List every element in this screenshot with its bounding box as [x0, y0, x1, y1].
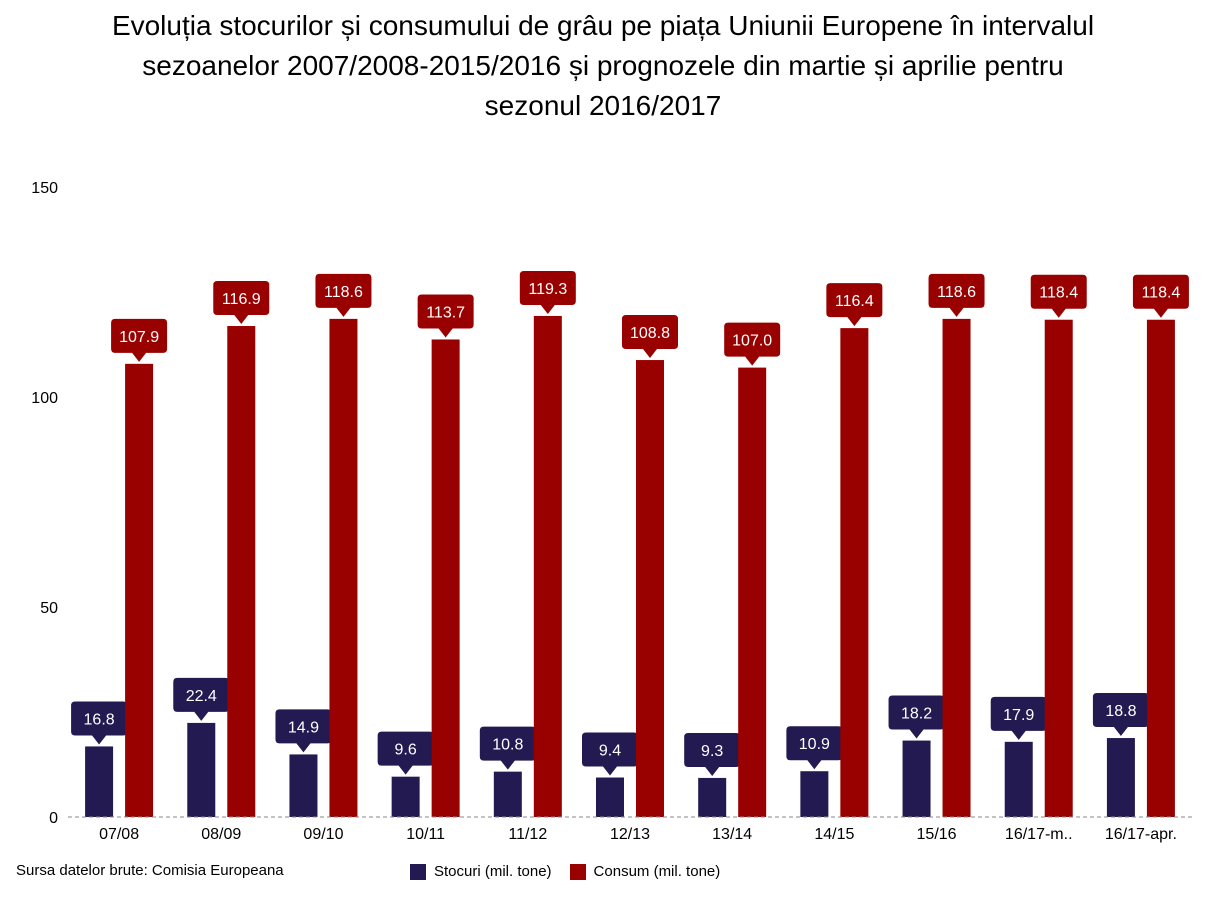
data-label-consum-9: 118.4 — [1039, 285, 1078, 302]
bar-consum-1 — [227, 326, 256, 817]
bar-consum-10 — [1146, 319, 1175, 817]
chart-title-line-3: sezonul 2016/2017 — [484, 90, 722, 121]
data-label-bg-consum-6 — [724, 322, 781, 366]
data-label-stocuri-3: 9.6 — [395, 742, 417, 759]
data-label-bg-consum-9 — [1030, 274, 1087, 318]
data-label-bg-stocuri-7 — [786, 726, 843, 770]
legend-item-stocuri: Stocuri (mil. tone) — [410, 863, 552, 880]
bar-consum-0 — [125, 363, 154, 817]
x-tick-label-7: 14/15 — [814, 826, 854, 843]
y-tick-label-1: 50 — [40, 600, 58, 617]
chart-title-line-1: Evoluția stocurilor și consumului de grâ… — [111, 10, 1095, 41]
bar-consum-2 — [329, 318, 358, 817]
data-label-bg-stocuri-1 — [173, 677, 230, 721]
data-label-bg-consum-0 — [111, 318, 168, 362]
legend-swatch-consum — [569, 863, 586, 880]
data-label-stocuri-4: 10.8 — [492, 737, 523, 754]
data-label-bg-stocuri-9 — [990, 696, 1047, 740]
data-label-bg-stocuri-5 — [582, 732, 638, 776]
bar-consum-4 — [533, 315, 562, 817]
y-axis: 0 50 100 150 — [31, 180, 58, 827]
data-label-consum-3: 113.7 — [426, 304, 465, 321]
data-label-bg-consum-10 — [1132, 274, 1189, 318]
data-label-bg-stocuri-3 — [377, 731, 434, 775]
bars: 16.8 107.9 22.4 116.9 14.9 118.6 9.6 113.7 10.8 1… — [71, 270, 1189, 817]
bar-stocuri-1 — [187, 722, 216, 817]
data-label-consum-4: 119.3 — [528, 281, 567, 298]
data-label-bg-stocuri-8 — [888, 695, 945, 739]
data-label-consum-6: 107.0 — [732, 333, 772, 350]
y-tick-label-0: 0 — [49, 810, 58, 827]
data-label-stocuri-7: 10.9 — [799, 736, 830, 753]
data-label-bg-consum-8 — [928, 273, 985, 317]
data-label-bg-stocuri-2 — [275, 709, 332, 753]
y-tick-label-2: 100 — [31, 390, 58, 407]
data-label-stocuri-5: 9.4 — [599, 743, 621, 760]
bar-consum-7 — [840, 328, 869, 817]
bar-stocuri-10 — [1106, 738, 1135, 817]
data-label-bg-consum-5 — [622, 315, 678, 359]
data-label-bg-stocuri-4 — [479, 726, 536, 770]
data-label-bg-consum-3 — [417, 294, 474, 338]
legend-swatch-stocuri — [410, 863, 426, 880]
bar-stocuri-8 — [902, 740, 931, 817]
x-tick-label-3: 10/11 — [406, 826, 445, 843]
data-label-stocuri-1: 22.4 — [186, 688, 217, 705]
data-label-bg-consum-2 — [315, 273, 372, 317]
x-tick-label-1: 08/09 — [201, 826, 241, 843]
data-label-consum-8: 118.6 — [937, 284, 976, 301]
legend-item-consum: Consum (mil. tone) — [569, 863, 721, 880]
data-label-bg-stocuri-0 — [71, 701, 128, 745]
data-label-stocuri-6: 9.3 — [701, 743, 723, 760]
bar-stocuri-2 — [289, 754, 318, 817]
x-tick-label-9: 16/17-m.. — [1005, 826, 1073, 843]
x-tick-label-0: 07/08 — [99, 826, 139, 843]
bar-consum-5 — [636, 360, 664, 817]
data-label-bg-consum-1 — [213, 281, 270, 325]
bar-consum-6 — [738, 367, 767, 817]
x-axis: 07/08 08/09 09/10 10/11 11/12 12/13 13/14 14/15… — [68, 816, 1192, 843]
x-tick-label-5: 12/13 — [610, 826, 650, 843]
data-label-bg-stocuri-10 — [1092, 693, 1149, 737]
data-label-bg-consum-4 — [519, 270, 576, 314]
bar-stocuri-5 — [596, 777, 624, 817]
data-label-bg-stocuri-6 — [684, 732, 741, 776]
bar-stocuri-9 — [1004, 741, 1033, 817]
data-label-stocuri-9: 17.9 — [1003, 707, 1034, 724]
data-label-stocuri-0: 16.8 — [84, 711, 115, 728]
data-label-consum-0: 107.9 — [119, 329, 159, 346]
x-tick-label-10: 16/17-apr. — [1105, 826, 1177, 843]
chart-title-line-2: sezoanelor 2007/2008-2015/2016 și progno… — [142, 50, 1064, 81]
y-tick-label-3: 150 — [31, 180, 58, 197]
legend: Stocuri (mil. tone) Consum (mil. tone) — [410, 863, 720, 880]
bar-stocuri-4 — [493, 771, 522, 817]
data-label-bg-consum-7 — [826, 283, 883, 327]
data-label-consum-7: 116.4 — [835, 293, 874, 310]
data-label-stocuri-2: 14.9 — [288, 719, 319, 736]
data-label-consum-10: 118.4 — [1141, 285, 1180, 302]
bar-stocuri-6 — [698, 777, 727, 817]
chart-title: Evoluția stocurilor și consumului de grâ… — [0, 6, 1206, 126]
legend-label-stocuri: Stocuri (mil. tone) — [434, 863, 552, 880]
data-label-consum-2: 118.6 — [324, 284, 363, 301]
bar-consum-3 — [431, 339, 460, 817]
legend-label-consum: Consum (mil. tone) — [593, 863, 721, 880]
x-tick-label-4: 11/12 — [508, 826, 547, 843]
bar-consum-9 — [1044, 319, 1073, 817]
x-tick-label-8: 15/16 — [917, 826, 957, 843]
bar-stocuri-3 — [391, 776, 420, 817]
data-label-consum-5: 108.8 — [630, 325, 670, 342]
data-label-consum-1: 116.9 — [222, 291, 261, 308]
data-label-stocuri-8: 18.2 — [901, 706, 932, 723]
x-tick-label-2: 09/10 — [303, 826, 343, 843]
data-label-stocuri-10: 18.8 — [1105, 703, 1136, 720]
source-note: Sursa datelor brute: Comisia Europeana — [16, 862, 284, 879]
bar-consum-8 — [942, 318, 971, 817]
bar-stocuri-7 — [800, 771, 829, 817]
bar-stocuri-0 — [85, 746, 114, 817]
x-tick-label-6: 13/14 — [712, 826, 752, 843]
